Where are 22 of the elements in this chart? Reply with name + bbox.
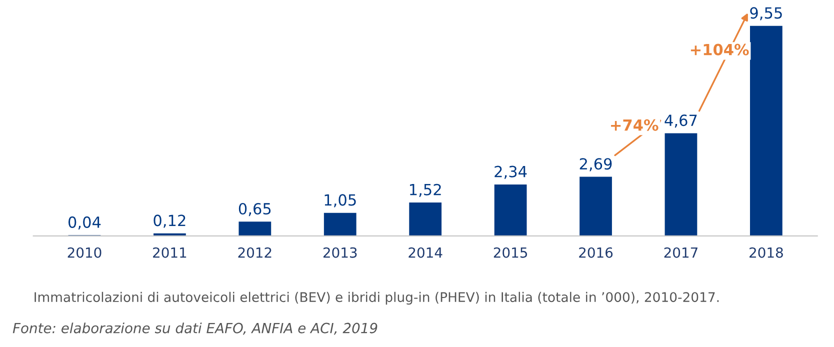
annotation: +74% [611, 119, 658, 131]
data-label: 1,05 [324, 194, 356, 208]
x-tick-label: 2014 [408, 247, 442, 258]
x-tick-label: 2015 [494, 247, 528, 258]
x-tick-label: 2017 [664, 247, 698, 258]
data-label: 0,04 [68, 216, 101, 230]
data-label: 9,55 [750, 7, 782, 20]
data-label: 2,69 [580, 158, 612, 172]
data-label: 2,34 [494, 166, 527, 179]
x-tick-label: 2012 [238, 247, 272, 258]
data-label: 4,67 [664, 114, 697, 128]
x-tick-label: 2013 [323, 247, 357, 258]
data-label: 1,52 [410, 184, 441, 197]
x-tick-label: 2011 [153, 247, 186, 258]
text: Immatricolazioni di autoveicoli elettrici (BEV) e ibridi plug-in (PHEV) in Italia (totale in ’000), 2010-2017. [34, 292, 719, 305]
x-tick-label: 2016 [579, 247, 613, 258]
x-tick-label: 2018 [750, 247, 783, 258]
source-note: Fonte: elaborazione su dati EAFO, ANFIA e ACI, 2019 [12, 322, 378, 335]
x-tick-label: 2010 [68, 247, 102, 258]
annotation: +104% [690, 44, 749, 56]
data-label: 0,65 [238, 202, 271, 216]
data-label: 0,12 [154, 214, 186, 228]
